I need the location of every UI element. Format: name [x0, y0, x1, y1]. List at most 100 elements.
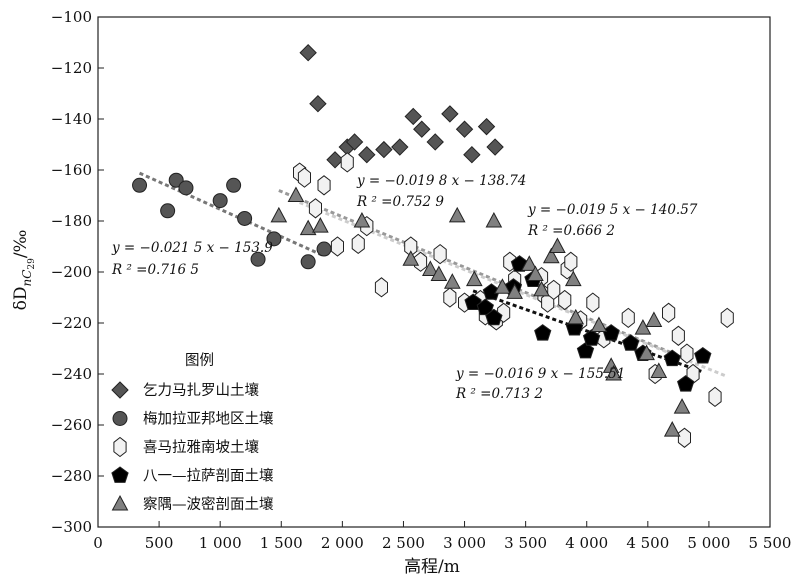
data-point-meghalaya: [168, 172, 184, 188]
data-point-himalaya: [317, 175, 331, 196]
x-tick-label: 5 000: [687, 534, 730, 552]
legend-marker-meghalaya: [112, 411, 128, 426]
data-point-zayu-bomi: [638, 344, 655, 361]
data-point-zayu-bomi: [299, 219, 317, 236]
y-tick-label: −260: [51, 416, 92, 434]
data-point-kilimanjaro: [375, 140, 393, 159]
data-point-kilimanjaro: [358, 145, 376, 164]
data-point-zayu-bomi: [485, 211, 503, 228]
data-point-himalaya: [621, 307, 635, 329]
data-point-zayu-bomi: [645, 311, 663, 327]
data-point-himalaya: [677, 427, 691, 448]
x-axis-label: 高程/m: [404, 557, 460, 577]
data-point-himalaya: [330, 236, 344, 257]
data-point-zayu-bomi: [520, 255, 538, 271]
data-point-kilimanjaro: [345, 133, 364, 151]
data-point-kilimanjaro: [391, 138, 409, 156]
data-point-zayu-bomi: [430, 265, 448, 282]
data-point-zayu-bomi: [443, 273, 461, 289]
data-point-himalaya: [297, 167, 311, 188]
data-point-himalaya: [443, 287, 457, 308]
data-point-bayi-lhasa: [582, 329, 601, 346]
trendline-3-r2: R ² =0.666 2: [527, 223, 615, 239]
data-point-zayu-bomi: [634, 319, 652, 335]
data-point-himalaya: [340, 152, 354, 173]
data-point-kilimanjaro: [299, 43, 317, 62]
trendline-4-r2: R ² =0.713 2: [455, 386, 543, 402]
data-point-himalaya: [308, 198, 322, 219]
data-point-meghalaya: [300, 254, 316, 270]
y-tick-label: −200: [51, 263, 92, 281]
data-point-kilimanjaro: [413, 120, 431, 138]
x-tick-label: 0: [93, 534, 103, 552]
data-point-zayu-bomi: [527, 265, 544, 282]
data-point-zayu-bomi: [605, 364, 622, 381]
data-point-bayi-lhasa: [576, 341, 595, 359]
x-tick-label: 1 500: [260, 534, 303, 552]
data-point-bayi-lhasa: [663, 349, 681, 367]
x-tick-label: 4 500: [626, 534, 669, 552]
data-point-kilimanjaro: [441, 105, 459, 123]
data-point-bayi-lhasa: [476, 298, 494, 316]
trendline-1-r2: R ² =0.716 5: [111, 262, 199, 278]
data-point-kilimanjaro: [404, 107, 422, 126]
data-point-zayu-bomi: [650, 362, 668, 378]
data-point-bayi-lhasa: [485, 308, 503, 326]
trendline-3-equation: y = −0.019 5 x − 140.57: [527, 202, 698, 218]
x-tick-label: 3 500: [504, 534, 547, 552]
data-point-meghalaya: [237, 210, 253, 226]
legend-label-zayu-bomi: 察隅—波密剖面土壤: [143, 495, 274, 513]
data-point-zayu-bomi: [465, 270, 483, 287]
y-tick-label: −120: [51, 59, 92, 77]
trendline-1: [138, 171, 325, 258]
data-point-himalaya: [558, 289, 572, 311]
data-point-himalaya: [547, 279, 561, 301]
data-point-zayu-bomi: [421, 260, 439, 276]
data-point-himalaya: [414, 251, 428, 272]
trendline-1-equation: y = −0.021 5 x − 153.9: [111, 240, 273, 256]
data-point-zayu-bomi: [533, 280, 550, 297]
legend-title: 图例: [185, 352, 214, 369]
data-point-bayi-lhasa: [677, 375, 695, 392]
y-tick-label: −280: [51, 467, 92, 485]
data-point-himalaya: [433, 243, 447, 265]
data-point-zayu-bomi: [542, 247, 560, 264]
data-point-kilimanjaro: [486, 138, 504, 156]
y-tick-label: −140: [51, 110, 92, 128]
legend-marker-bayi-lhasa: [111, 466, 129, 483]
x-tick-label: 2 500: [382, 534, 425, 552]
x-tick-label: 5 500: [749, 534, 792, 552]
data-point-zayu-bomi: [270, 206, 288, 223]
data-point-kilimanjaro: [309, 94, 327, 113]
legend-label-kilimanjaro: 乞力马扎罗山土壤: [143, 381, 259, 399]
y-tick-label: −180: [51, 212, 92, 230]
legend-marker-himalaya: [113, 436, 127, 458]
data-point-himalaya: [351, 233, 365, 255]
data-point-zayu-bomi: [549, 237, 566, 253]
data-point-bayi-lhasa: [534, 324, 552, 341]
data-point-himalaya: [708, 386, 722, 408]
y-axis-label: δDnC29/‰: [11, 230, 37, 311]
legend-label-himalaya: 喜马拉雅南坡土壤: [143, 438, 259, 456]
data-point-meghalaya: [250, 251, 266, 267]
x-tick-label: 2 000: [321, 534, 364, 552]
trendline-2-equation: y = −0.019 8 x − 138.74: [356, 173, 526, 189]
data-point-meghalaya: [178, 180, 194, 196]
data-point-meghalaya: [316, 241, 332, 257]
data-point-himalaya: [680, 343, 694, 364]
data-point-zayu-bomi: [494, 278, 511, 294]
trendline-4: [472, 289, 704, 374]
data-point-zayu-bomi: [287, 186, 305, 202]
data-point-meghalaya: [160, 203, 176, 219]
data-point-bayi-lhasa: [622, 334, 640, 351]
x-tick-label: 4 000: [565, 534, 608, 552]
trendline-2: [278, 189, 683, 359]
data-point-himalaya: [374, 277, 388, 298]
data-point-zayu-bomi: [448, 206, 466, 223]
legend-label-meghalaya: 梅加拉亚邦地区土壤: [143, 410, 274, 428]
data-point-kilimanjaro: [326, 151, 344, 169]
data-point-kilimanjaro: [426, 133, 444, 151]
x-axis-ticks: 0 500 1 000 1 500 2 000 2 500 3 000 3 500 4 000 4…: [93, 521, 791, 552]
legend-marker-kilimanjaro: [111, 381, 129, 399]
